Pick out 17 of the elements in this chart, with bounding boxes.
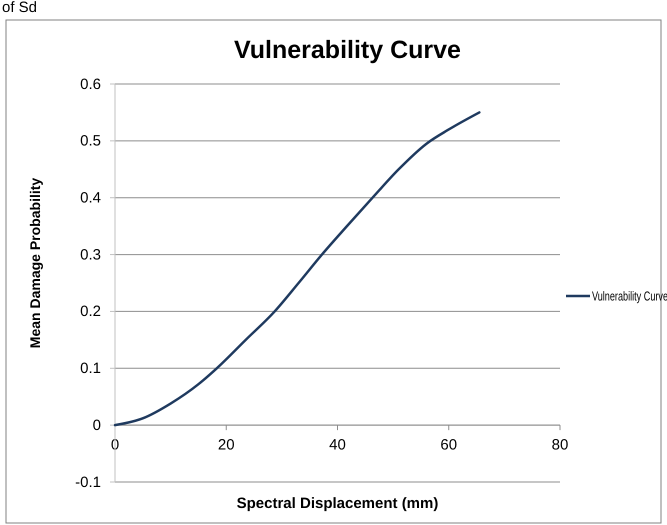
y-axis-title: Mean Damage Probability [27,178,43,348]
y-tick-label: 0.3 [80,246,101,264]
y-tick-label: 0.5 [80,132,101,150]
y-tick-label: 0.2 [80,303,101,320]
line-series [114,111,481,426]
text: of Sd [2,0,38,16]
y-tick-label: 0.4 [80,190,101,207]
x-tick-label: 80 [552,436,568,454]
y-tick-label: 0.1 [80,360,101,378]
y-tick-label: 0 [92,416,101,434]
x-axis-title: Spectral Displacement (mm) [236,495,438,512]
x-tick-label: 60 [440,436,458,454]
x-tick-label: 40 [329,436,346,454]
chart-title: Vulnerability Curve [234,36,462,64]
x-tick-label: 20 [218,436,235,454]
y-tick-label: 0.6 [80,76,101,93]
y-tick-label: -0.1 [75,474,101,491]
